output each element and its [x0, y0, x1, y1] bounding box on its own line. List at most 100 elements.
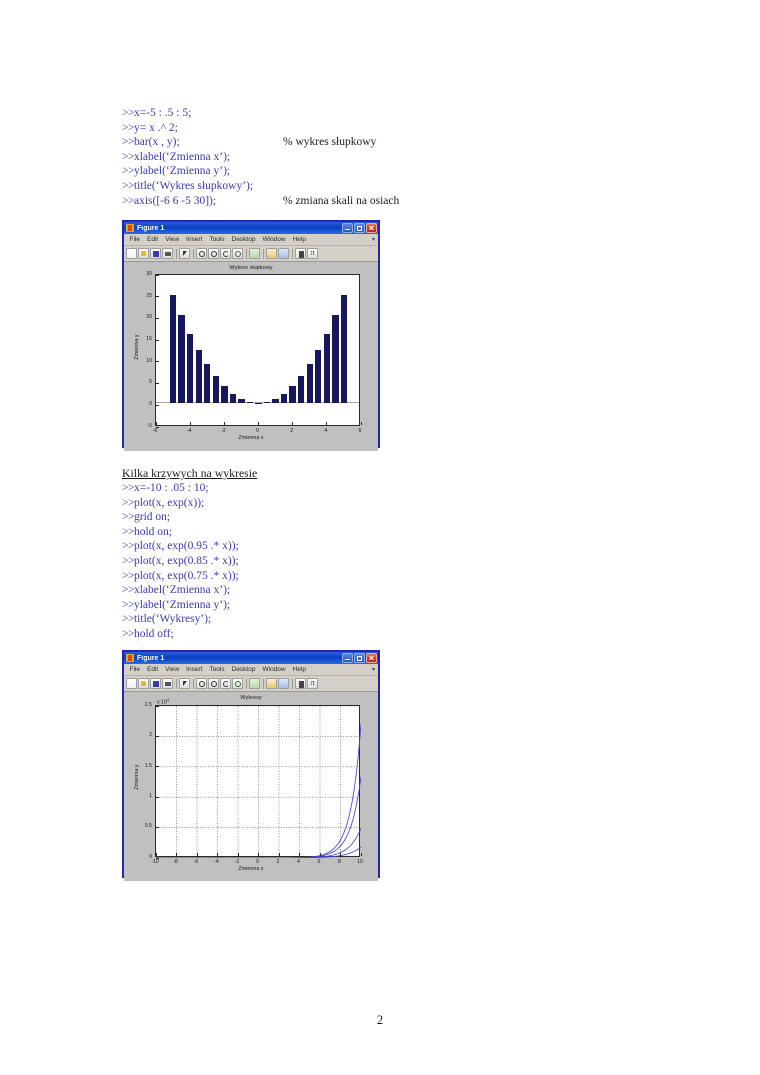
insert-legend-icon[interactable] [278, 678, 289, 689]
zoom-in-icon[interactable] [196, 248, 207, 259]
new-figure-icon[interactable] [126, 678, 137, 689]
x-tick-mark [176, 853, 177, 856]
figure2-window-controls[interactable] [342, 652, 377, 664]
menu-item-window[interactable]: Window [262, 666, 286, 673]
menu-item-help[interactable]: Help [292, 666, 306, 673]
y-tick-mark [156, 383, 159, 385]
bar [323, 333, 331, 404]
minimize-button[interactable] [342, 653, 353, 663]
x-tick-label: -6 [152, 428, 158, 434]
minimize-button[interactable] [342, 223, 353, 233]
y-tick-label: 10 [146, 357, 152, 364]
command-text: axis([-6 6 -5 30]); [133, 194, 217, 207]
command-text: x=-10 : .05 : 10; [133, 482, 209, 494]
pan-icon[interactable] [220, 248, 231, 259]
menu-item-edit[interactable]: Edit [146, 236, 159, 243]
command-prompt: >> [122, 136, 134, 149]
y-tick-mark [156, 796, 159, 798]
rotate-3d-icon[interactable] [232, 248, 243, 259]
menu-item-file[interactable]: File [129, 666, 140, 673]
menu-item-desktop[interactable]: Desktop [231, 236, 256, 243]
code-line: >> xlabel(‘Zmienna x’); [122, 150, 253, 165]
command-prompt: >> [122, 569, 134, 582]
toolbar-separator [193, 678, 194, 689]
data-cursor-icon[interactable] [249, 678, 260, 689]
zoom-in-icon[interactable] [196, 678, 207, 689]
figure1-canvas: Wykres słupkowy Zmienna x Zmienna y -5 0 5… [124, 262, 378, 451]
command-text: plot(x, exp(0.85 .* x)); [133, 554, 239, 567]
bar [195, 350, 202, 404]
y-tick-mark [156, 766, 159, 768]
hide-plot-tools-icon[interactable] [295, 248, 306, 259]
code-line: >> plot(x, exp(0.85 .* x)); [122, 554, 239, 569]
zoom-out-icon[interactable] [208, 678, 219, 689]
figure1-titlebar[interactable]: Figure 1 [124, 222, 378, 234]
menu-item-view[interactable]: View [165, 236, 180, 243]
pan-icon[interactable] [220, 678, 231, 689]
bar [280, 393, 288, 404]
curve-0.95 [156, 776, 361, 858]
save-figure-icon[interactable] [150, 678, 161, 689]
y-tick-mark [156, 827, 159, 829]
bar [204, 364, 211, 404]
figure2-titlebar[interactable]: Figure 1 [124, 652, 378, 664]
maximize-button[interactable] [354, 653, 365, 663]
new-figure-icon[interactable] [126, 248, 137, 259]
y-tick-label: 15 [146, 335, 152, 342]
code-line: >> y= x .^ 2; [122, 121, 253, 136]
show-plot-tools-icon[interactable] [307, 248, 318, 259]
figure1-menubar[interactable]: File Edit View Insert Tools Desktop Window Help… [124, 234, 378, 246]
insert-colorbar-icon[interactable] [266, 248, 277, 259]
menu-item-edit[interactable]: Edit [146, 666, 159, 673]
matlab-figure-window-1[interactable]: Figure 1 File Edit View Insert Tools Desktop W… [122, 220, 380, 451]
edit-plot-icon[interactable] [179, 678, 190, 689]
code-line: >> axis([-6 6 -5 30]); % zmiana skali na … [122, 194, 399, 209]
chart2-y-exponent: x 104 [157, 697, 169, 706]
menu-item-window[interactable]: Window [262, 236, 286, 243]
command-text: y= x .^ 2; [133, 121, 178, 134]
print-figure-icon[interactable] [162, 248, 173, 259]
zoom-out-icon[interactable] [208, 248, 219, 259]
open-file-icon[interactable] [138, 248, 149, 259]
maximize-button[interactable] [354, 223, 365, 233]
menu-item-desktop[interactable]: Desktop [231, 666, 256, 673]
menubar-overflow-icon[interactable]: ▾ [371, 667, 375, 673]
menu-item-help[interactable]: Help [292, 236, 306, 243]
bar [306, 364, 313, 404]
menu-item-tools[interactable]: Tools [209, 666, 225, 673]
figure1-toolbar[interactable] [124, 246, 378, 262]
show-plot-tools-icon[interactable] [307, 678, 318, 689]
x-tick-label: 10 [357, 859, 363, 865]
menu-item-insert[interactable]: Insert [186, 236, 203, 243]
toolbar-separator [292, 678, 293, 689]
save-figure-icon[interactable] [150, 248, 161, 259]
menu-item-tools[interactable]: Tools [209, 236, 225, 243]
menu-item-insert[interactable]: Insert [186, 666, 203, 673]
menu-item-view[interactable]: View [165, 666, 180, 673]
command-comment: % zmiana skali na osiach [283, 194, 400, 207]
rotate-3d-icon[interactable] [232, 678, 243, 689]
close-button[interactable] [366, 652, 377, 664]
command-prompt: >> [122, 554, 134, 567]
close-button[interactable] [366, 222, 377, 234]
matlab-figure-window-2[interactable]: Figure 1 File Edit View Insert Tools Desktop W… [122, 650, 380, 881]
print-figure-icon[interactable] [162, 678, 173, 689]
figure2-toolbar[interactable] [124, 676, 378, 692]
menu-item-file[interactable]: File [129, 236, 140, 243]
insert-legend-icon[interactable] [278, 248, 289, 259]
x-tick-mark [223, 422, 225, 425]
command-text: x=-5 : .5 : 5; [133, 107, 192, 119]
open-file-icon[interactable] [138, 678, 149, 689]
chart1-xlabel: Zmienna x [238, 435, 264, 441]
bar [178, 315, 185, 404]
x-tick-mark [196, 853, 198, 856]
x-tick-mark [155, 422, 157, 425]
data-cursor-icon[interactable] [249, 248, 260, 259]
hide-plot-tools-icon[interactable] [295, 678, 306, 689]
edit-plot-icon[interactable] [179, 248, 190, 259]
x-tick-mark [258, 422, 259, 425]
figure2-menubar[interactable]: File Edit View Insert Tools Desktop Window Help… [124, 664, 378, 676]
menubar-overflow-icon[interactable]: ▾ [371, 237, 375, 243]
insert-colorbar-icon[interactable] [266, 678, 277, 689]
figure1-window-controls[interactable] [342, 222, 377, 234]
